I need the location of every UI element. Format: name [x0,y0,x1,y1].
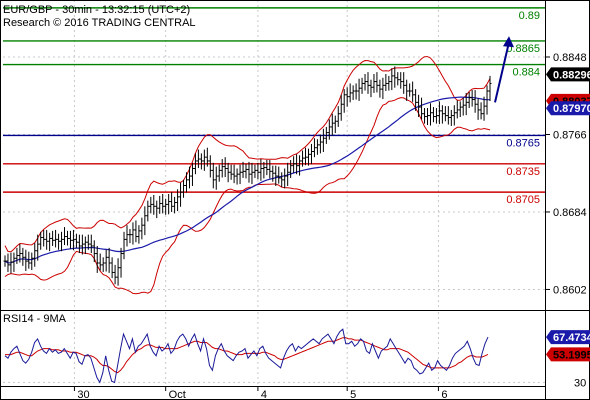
rsi-badge-bg [546,330,590,345]
forecast-arrow [494,36,514,103]
x-tick-label: 6 [441,389,447,400]
forecast-arrow-shaft [494,41,510,103]
y-tick-label: 0.8602 [553,284,587,296]
bollinger-upper-line [4,56,491,253]
price-bars [3,66,492,286]
level-label: 0.89 [519,10,540,22]
rsi-grid [3,312,545,386]
rsi-title: RSI14 - 9MA [3,313,67,325]
x-tick-label: Oct [169,389,186,400]
rsi-ma-line [5,337,489,374]
forecast-arrow-head [503,36,514,48]
chart-title: EUR/GBP - 30min - 13:32:15 (UTC+2) [3,4,190,16]
price-badge-bg [546,101,590,116]
x-tick-label: 30 [77,389,89,400]
chart-subtitle: Research © 2016 TRADING CENTRAL [3,17,196,29]
support-resistance-levels: 0.89 0.8865 0.884 0.8765 0.8735 0.8705 [3,7,545,206]
moving-average [4,96,490,264]
rsi-badge: 67.4734 [553,332,590,344]
price-badge: 0.87970 [553,103,590,115]
level-label: 0.8865 [506,43,540,55]
bollinger-bands [4,56,491,295]
x-tick-label: 5 [350,389,356,400]
x-tick-label: 4 [261,389,267,400]
y-tick-label: 0.8848 [553,52,587,64]
y-tick-label: 0.8684 [553,207,587,219]
price-badge-bg [546,67,590,82]
level-label: 0.8765 [506,137,540,149]
level-label: 0.884 [512,67,540,79]
bollinger-lower-line [4,97,491,295]
moving-average-line [4,96,490,264]
rsi-panel [4,328,489,384]
rsi-badge-bg [546,347,590,362]
price-badge: 0.88296 [553,69,590,81]
rsi-line [4,328,489,384]
rsi-y-tick-label: 30 [574,377,586,389]
rsi-badge: 53.1995 [553,349,590,361]
level-label: 0.8735 [506,166,540,178]
main-grid [3,0,545,310]
y-tick-label: 0.8766 [553,129,587,141]
level-label: 0.8705 [506,194,540,206]
